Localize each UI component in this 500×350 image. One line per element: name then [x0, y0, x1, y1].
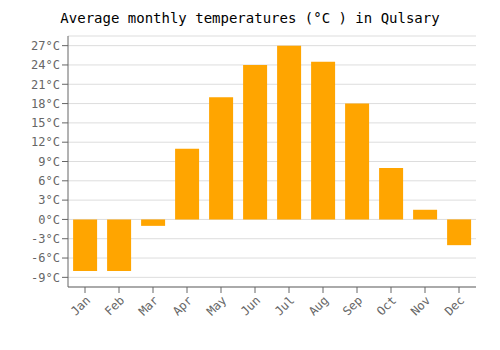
svg-text:12°C: 12°C — [31, 135, 60, 149]
svg-text:0°C: 0°C — [38, 213, 60, 227]
svg-text:24°C: 24°C — [31, 58, 60, 72]
svg-text:Sep: Sep — [340, 293, 365, 318]
svg-text:18°C: 18°C — [31, 97, 60, 111]
svg-text:21°C: 21°C — [31, 78, 60, 92]
svg-text:Jul: Jul — [272, 293, 297, 318]
svg-text:Nov: Nov — [408, 293, 433, 318]
svg-text:3°C: 3°C — [38, 193, 60, 207]
svg-text:-3°C: -3°C — [31, 232, 60, 246]
svg-text:9°C: 9°C — [38, 155, 60, 169]
svg-text:-9°C: -9°C — [31, 271, 60, 285]
svg-text:Oct: Oct — [374, 293, 399, 318]
svg-text:Mar: Mar — [136, 293, 161, 318]
svg-text:May: May — [204, 293, 229, 318]
svg-text:Jun: Jun — [238, 293, 263, 318]
svg-text:Apr: Apr — [170, 293, 195, 318]
svg-text:6°C: 6°C — [38, 174, 60, 188]
svg-text:27°C: 27°C — [31, 39, 60, 53]
svg-text:Dec: Dec — [442, 293, 467, 318]
svg-text:Jan: Jan — [68, 293, 93, 318]
svg-text:15°C: 15°C — [31, 116, 60, 130]
svg-text:Feb: Feb — [102, 293, 127, 318]
html-text:Average monthly temperatures (: Average monthly temperatures (°C ) in Qu… — [60, 10, 440, 26]
svg-text:-6°C: -6°C — [31, 251, 60, 265]
svg-text:Aug: Aug — [306, 293, 331, 318]
